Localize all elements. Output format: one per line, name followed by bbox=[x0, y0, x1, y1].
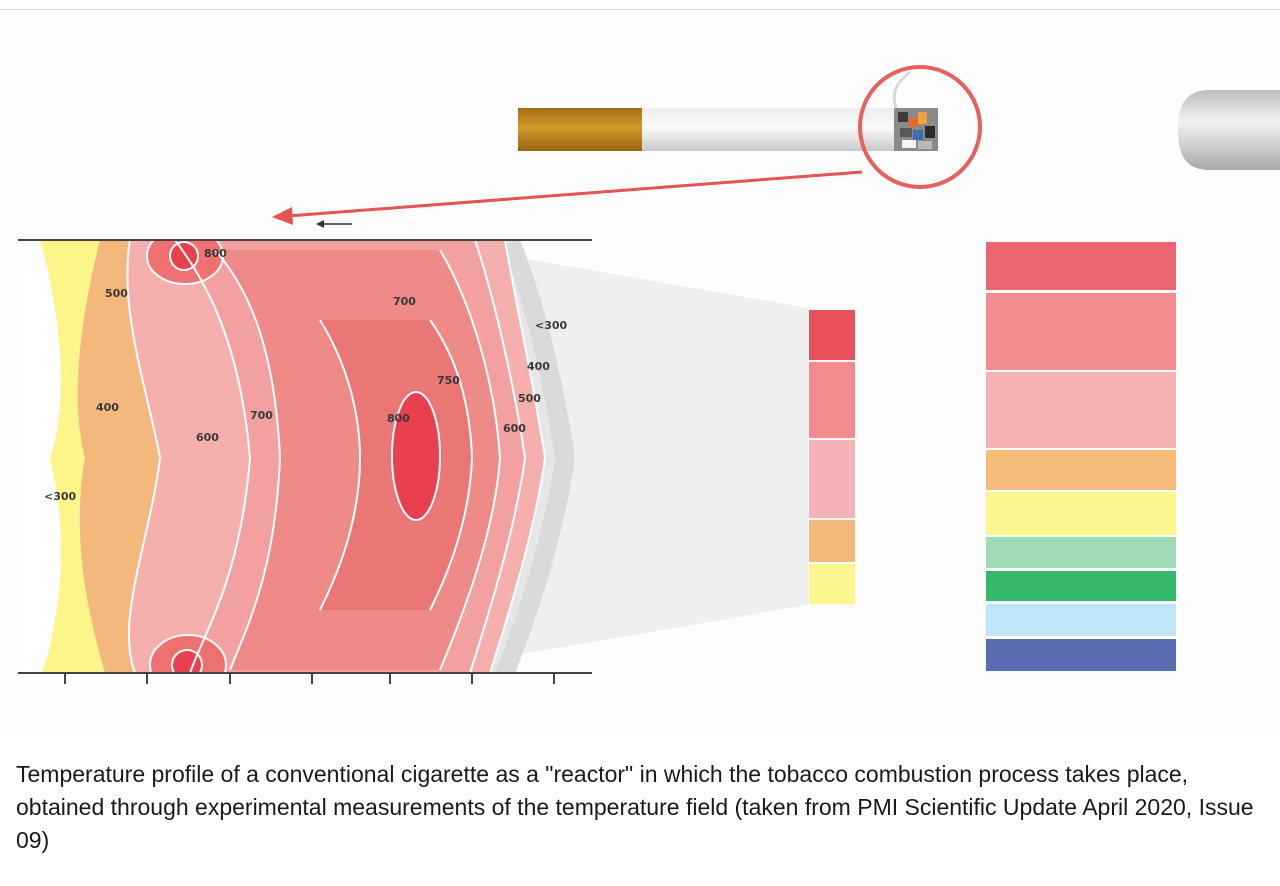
hotspot-bottom-800 bbox=[171, 649, 203, 673]
zone-lt300-left bbox=[18, 240, 62, 673]
label-mid-700: 700 bbox=[250, 409, 273, 422]
large-color-legend bbox=[986, 242, 1176, 671]
small-legend-swatch-4 bbox=[809, 520, 855, 562]
top-divider bbox=[0, 9, 1280, 10]
label-right-500: 500 bbox=[518, 392, 541, 405]
large-legend-swatch-7 bbox=[986, 571, 1176, 601]
label-upper-700: 700 bbox=[393, 295, 416, 308]
flow-direction-arrow bbox=[316, 220, 352, 228]
highlight-ring bbox=[858, 65, 982, 189]
figure-panel: 800 500 700 <300 400 750 500 400 700 800… bbox=[0, 20, 1280, 732]
label-right-lt300: <300 bbox=[535, 319, 568, 332]
hotspot-core-800 bbox=[391, 391, 441, 521]
small-legend-swatch-5 bbox=[809, 564, 855, 604]
cigarette-paper bbox=[642, 108, 894, 151]
small-legend-swatch-1 bbox=[809, 310, 855, 360]
smoke-wisp bbox=[892, 70, 911, 109]
large-legend-swatch-2 bbox=[986, 293, 1176, 370]
cigarette-illustration bbox=[518, 65, 982, 189]
figure-caption: Temperature profile of a conventional ci… bbox=[16, 761, 1254, 853]
label-right-400: 400 bbox=[527, 360, 550, 373]
label-left-600: 600 bbox=[196, 431, 219, 444]
contour-lines bbox=[126, 240, 547, 673]
zone-400-left bbox=[40, 240, 105, 673]
label-left-lt300: <300 bbox=[44, 490, 77, 503]
label-top-hotspot: 800 bbox=[204, 247, 227, 260]
zone-500 bbox=[77, 240, 160, 673]
small-legend-swatch-3 bbox=[809, 440, 855, 518]
temperature-contour-plot: 800 500 700 <300 400 750 500 400 700 800… bbox=[18, 239, 592, 684]
label-left-500: 500 bbox=[105, 287, 128, 300]
large-legend-swatch-8 bbox=[986, 604, 1176, 636]
label-mid-750: 750 bbox=[437, 374, 460, 387]
heated-device-illustration bbox=[1178, 90, 1280, 170]
small-legend-swatch-2 bbox=[809, 362, 855, 438]
label-left-400: 400 bbox=[96, 401, 119, 414]
large-legend-swatch-1 bbox=[986, 242, 1176, 290]
large-legend-swatch-9 bbox=[986, 639, 1176, 671]
temperature-profile-figure: 800 500 700 <300 400 750 500 400 700 800… bbox=[18, 65, 1280, 684]
axis-ticks bbox=[64, 673, 555, 684]
cigarette-filter bbox=[518, 108, 642, 151]
label-right-600: 600 bbox=[503, 422, 526, 435]
burning-tip bbox=[894, 108, 938, 151]
large-legend-swatch-3 bbox=[986, 372, 1176, 448]
large-legend-swatch-6 bbox=[986, 537, 1176, 568]
large-legend-swatch-4 bbox=[986, 450, 1176, 490]
small-color-legend bbox=[809, 310, 855, 604]
pointer-arrow bbox=[272, 170, 863, 225]
large-legend-swatch-5 bbox=[986, 492, 1176, 535]
label-core-800: 800 bbox=[387, 412, 410, 425]
